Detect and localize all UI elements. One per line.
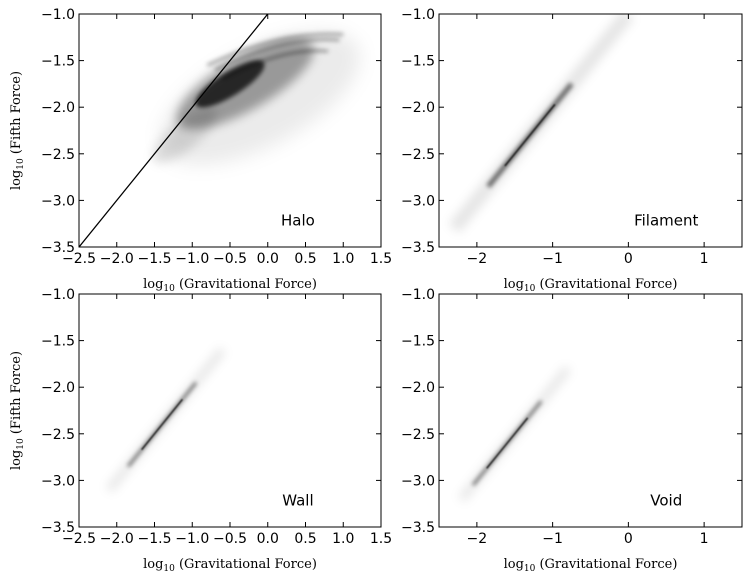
x-axis-label: log10 (Gravitational Force) bbox=[504, 277, 678, 294]
y-tick-label: −2.5 bbox=[401, 427, 435, 443]
x-tick-label: 0 bbox=[624, 251, 633, 267]
x-tick-label: −2 bbox=[467, 531, 488, 547]
x-axis-label: log10 (Gravitational Force) bbox=[143, 277, 317, 294]
x-tick-label: 1 bbox=[700, 531, 709, 547]
density-bottom-left bbox=[106, 347, 226, 493]
y-tick-label: −1.0 bbox=[401, 287, 435, 303]
density-band-core bbox=[504, 103, 556, 167]
y-tick-label: −3.5 bbox=[401, 520, 435, 536]
x-tick-label: −1.0 bbox=[175, 531, 209, 547]
density-top-left bbox=[79, 14, 360, 247]
y-tick-label: −3.5 bbox=[401, 240, 435, 256]
axes-frame bbox=[438, 13, 743, 248]
x-tick-label: 0.0 bbox=[257, 531, 279, 547]
x-axis-label: log10 (Gravitational Force) bbox=[504, 557, 678, 574]
x-tick-label: 1.0 bbox=[332, 531, 354, 547]
x-tick-label: 1.0 bbox=[332, 251, 354, 267]
x-tick-label: −1 bbox=[542, 531, 563, 547]
x-axis-label: log10 (Gravitational Force) bbox=[143, 557, 317, 574]
y-tick-label: −2.0 bbox=[401, 100, 435, 116]
x-tick-label: −2.0 bbox=[100, 251, 134, 267]
density-halo-arc bbox=[214, 38, 340, 72]
y-tick-label: −1.0 bbox=[401, 7, 435, 23]
x-tick-label: −2.5 bbox=[62, 251, 96, 267]
density-halo-tail bbox=[152, 107, 217, 164]
y-tick-label: −2.5 bbox=[41, 147, 75, 163]
x-tick-label: 0 bbox=[624, 531, 633, 547]
x-tick-label: −0.5 bbox=[213, 531, 247, 547]
reference-line bbox=[79, 14, 269, 247]
x-tick-label: −1 bbox=[542, 251, 563, 267]
y-tick-label: −3.0 bbox=[401, 193, 435, 209]
axes-frame bbox=[438, 293, 743, 528]
density-halo-arc bbox=[221, 49, 329, 81]
x-tick-label: 0.5 bbox=[294, 251, 316, 267]
x-tick-label: 0.5 bbox=[294, 531, 316, 547]
panel-annotation: Wall bbox=[282, 492, 313, 510]
density-top-right bbox=[448, 14, 634, 233]
x-tick-label: −2.5 bbox=[62, 531, 96, 547]
y-tick-label: −2.0 bbox=[41, 100, 75, 116]
x-tick-label: −2 bbox=[467, 251, 488, 267]
y-tick-label: −1.5 bbox=[401, 54, 435, 70]
y-tick-label: −3.5 bbox=[41, 520, 75, 536]
panel-annotation: Filament bbox=[634, 212, 698, 230]
x-tick-label: 1.5 bbox=[370, 251, 392, 267]
density-halo-arc bbox=[206, 32, 344, 67]
y-tick-label: −2.5 bbox=[401, 147, 435, 163]
panel-annotation: Halo bbox=[281, 212, 315, 230]
panel-top-left: −2.5 −2.0 −1.5 −1.0 −0.5 0.0 0.5 1.0 1.5−1.0−1.5… bbox=[9, 7, 392, 294]
axes-frame bbox=[78, 293, 382, 528]
panel-annotation: Void bbox=[650, 492, 682, 510]
panel-bottom-right: −2 −1 0 1 −1.0 −1.5 −2.0 −2.5 −3.0 −3.5 log10 (Gra… bbox=[401, 287, 743, 574]
y-tick-label: −2.5 bbox=[41, 427, 75, 443]
y-tick-label: −1.5 bbox=[401, 334, 435, 350]
y-tick-label: −3.5 bbox=[41, 240, 75, 256]
y-tick-label: −3.0 bbox=[401, 473, 435, 489]
y-tick-label: −1.0 bbox=[41, 287, 75, 303]
y-tick-label: −3.0 bbox=[41, 193, 75, 209]
x-tick-label: −0.5 bbox=[213, 251, 247, 267]
x-tick-label: −1.5 bbox=[138, 251, 172, 267]
x-tick-label: −2.0 bbox=[100, 531, 134, 547]
density-bottom-right bbox=[458, 366, 571, 502]
y-tick-label: −1.5 bbox=[41, 334, 75, 350]
y-tick-label: −1.5 bbox=[41, 54, 75, 70]
x-tick-label: −1.5 bbox=[138, 531, 172, 547]
y-tick-label: −2.0 bbox=[41, 380, 75, 396]
x-tick-label: 1.5 bbox=[370, 531, 392, 547]
x-tick-label: −1.0 bbox=[175, 251, 209, 267]
y-tick-label: −3.0 bbox=[41, 473, 75, 489]
density-band-core bbox=[486, 417, 529, 469]
density-band-core bbox=[141, 398, 183, 451]
y-axis-label: log10 (Fifth Force) bbox=[9, 71, 26, 190]
y-tick-label: −2.0 bbox=[401, 380, 435, 396]
x-tick-label: 1 bbox=[700, 251, 709, 267]
panel-bottom-left: −2.5 −2.0 −1.5 −1.0 −0.5 0.0 0.5 1.0 1.5−1.0−1.5… bbox=[9, 287, 392, 574]
panel-top-right: −2 −1 0 1 −1.0 −1.5 −2.0 −2.5 −3.0 −3.5 log10 (Gra… bbox=[401, 7, 743, 294]
density-halo-core bbox=[195, 60, 265, 108]
y-tick-label: −1.0 bbox=[41, 7, 75, 23]
x-tick-label: 0.0 bbox=[257, 251, 279, 267]
y-axis-label: log10 (Fifth Force) bbox=[9, 351, 26, 470]
